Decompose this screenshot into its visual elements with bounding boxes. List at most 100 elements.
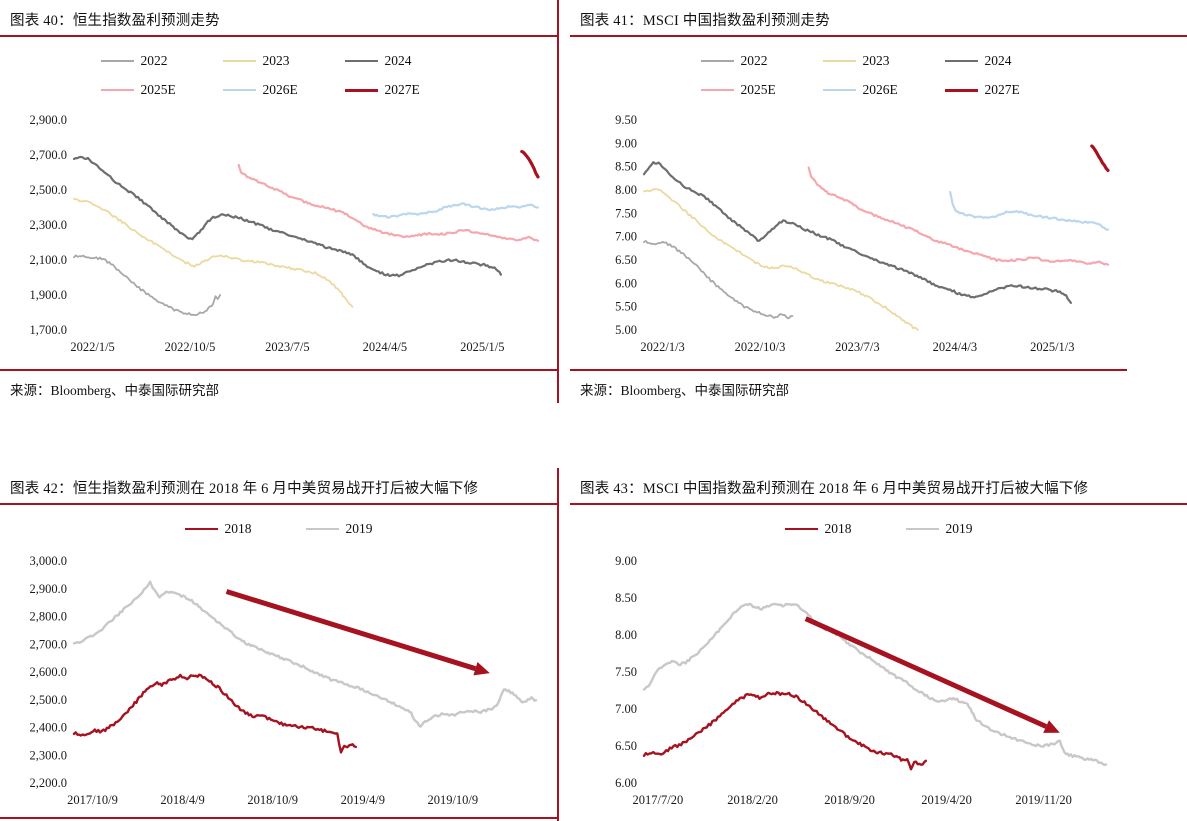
x-axis-tick-label: 2023/7/5 <box>265 340 309 354</box>
chart40-legend: 2022 2023 2024 2025E 2026E 2027E <box>0 53 557 98</box>
y-axis-tick-label: 9.00 <box>615 554 637 568</box>
panel-chart-42: 图表 42：恒生指数盈利预测在 2018 年 6 月中美贸易战开打后被大幅下修 … <box>0 468 557 813</box>
legend-row: 2022 2023 2024 <box>700 53 1057 69</box>
chart41-legend: 2022 2023 2024 2025E 2026E 2027E <box>570 53 1187 98</box>
legend-item-2023: 2023 <box>822 53 935 69</box>
y-axis-tick-label: 9.50 <box>615 113 637 127</box>
chart42-legend: 2018 2019 <box>0 521 557 537</box>
legend-item-2019: 2019 <box>905 521 973 537</box>
y-axis-tick-label: 2,300.0 <box>30 748 68 762</box>
legend-label: 2019 <box>345 521 373 536</box>
legend-line-swatch <box>944 88 978 92</box>
y-axis-tick-label: 6.50 <box>615 253 637 267</box>
series-line-2026e <box>372 202 540 219</box>
legend-label: 2018 <box>824 521 852 536</box>
trend-arrow-shaft <box>804 616 1048 729</box>
series-line-2022 <box>643 239 794 320</box>
y-axis-tick-label: 2,700.0 <box>30 637 68 651</box>
legend-line-swatch <box>344 88 378 92</box>
legend-item-2027e: 2027E <box>344 82 457 98</box>
x-axis-tick-label: 2018/2/20 <box>727 793 778 807</box>
y-axis-tick-label: 2,900.0 <box>30 113 68 127</box>
legend-label: 2025E <box>740 82 776 97</box>
legend-label: 2019 <box>945 521 973 536</box>
y-axis-tick-label: 2,500.0 <box>30 693 68 707</box>
legend-line-swatch <box>100 89 134 91</box>
panel-chart-41: 图表 41：MSCI 中国指数盈利预测走势 2022 2023 2024 2025E 2… <box>570 0 1187 399</box>
chart42-title-rule <box>0 503 557 505</box>
legend-line-swatch <box>700 89 734 91</box>
x-axis-tick-label: 2024/4/5 <box>363 340 407 354</box>
y-axis-tick-label: 8.00 <box>615 183 637 197</box>
y-axis-tick-label: 6.00 <box>615 276 637 290</box>
y-axis-tick-label: 2,300.0 <box>30 218 68 232</box>
chart43-plot: 9.00 8.50 8.00 7.50 7.00 6.50 6.00 2017/7/20 201… <box>580 551 1118 813</box>
y-axis-tick-label: 3,000.0 <box>30 554 68 568</box>
series-line-2027e <box>1090 144 1110 173</box>
trend-arrow-head <box>473 662 490 676</box>
y-axis-tick-label: 7.00 <box>615 702 637 716</box>
chart40-title-rule <box>0 35 557 37</box>
legend-line-swatch <box>184 528 218 530</box>
chart43-legend: 2018 2019 <box>570 521 1187 537</box>
x-axis-tick-label: 2022/1/5 <box>70 340 114 354</box>
y-axis-tick-label: 2,800.0 <box>30 610 68 624</box>
x-axis-tick-label: 2017/10/9 <box>67 793 118 807</box>
legend-label: 2022 <box>740 53 768 68</box>
y-axis-tick-label: 2,100.0 <box>30 253 68 267</box>
legend-line-swatch <box>700 60 734 62</box>
x-axis-tick-label: 2019/11/20 <box>1015 793 1071 807</box>
y-axis-tick-label: 6.50 <box>615 739 637 753</box>
legend-item-2026e: 2026E <box>822 82 935 98</box>
legend-item-2019: 2019 <box>305 521 373 537</box>
legend-label: 2024 <box>384 53 412 68</box>
x-axis-tick-label: 2024/4/3 <box>933 340 977 354</box>
legend-item-2026e: 2026E <box>222 82 335 98</box>
x-axis-tick-label: 2025/1/5 <box>460 340 504 354</box>
legend-item-2023: 2023 <box>222 53 335 69</box>
series-line-2026e <box>949 190 1110 231</box>
legend-line-swatch <box>822 89 856 91</box>
y-axis-tick-label: 2,900.0 <box>30 582 68 596</box>
legend-item-2018: 2018 <box>184 521 252 537</box>
legend-label: 2027E <box>984 82 1020 97</box>
legend-item-2018: 2018 <box>784 521 852 537</box>
y-axis-tick-label: 5.50 <box>615 300 637 314</box>
legend-line-swatch <box>905 528 939 530</box>
series-line-2025e <box>807 166 1110 266</box>
y-axis-tick-label: 5.00 <box>615 323 637 337</box>
legend-row: 2025E 2026E 2027E <box>100 82 457 98</box>
legend-line-swatch <box>305 528 339 530</box>
chart43-title: 图表 43：MSCI 中国指数盈利预测在 2018 年 6 月中美贸易战开打后被… <box>580 481 1089 497</box>
legend-row: 2018 2019 <box>163 521 395 537</box>
chart41-title-rule <box>570 35 1187 37</box>
series-line-2018 <box>642 690 927 771</box>
y-axis-tick-label: 2,700.0 <box>30 148 68 162</box>
chart43-title-rule <box>570 503 1187 505</box>
legend-line-swatch <box>222 60 256 62</box>
chart40-plot: 2,900.0 2,700.0 2,500.0 2,300.0 2,100.0 1,900… <box>10 110 550 360</box>
legend-line-swatch <box>344 60 378 62</box>
y-axis-tick-label: 2,400.0 <box>30 721 68 735</box>
legend-row: 2022 2023 2024 <box>100 53 457 69</box>
x-axis-tick-label: 2019/4/20 <box>921 793 972 807</box>
panel-chart-40: 图表 40：恒生指数盈利预测走势 2022 2023 2024 2025E 2026E 2… <box>0 0 557 399</box>
x-axis-tick-label: 2017/7/20 <box>633 793 684 807</box>
legend-line-swatch <box>100 60 134 62</box>
trend-arrow-shaft <box>225 589 477 672</box>
y-axis-tick-label: 2,600.0 <box>30 665 68 679</box>
chart40-source: 来源：Bloomberg、中泰国际研究部 <box>10 383 219 398</box>
chart41-source-rule <box>570 369 1127 371</box>
legend-line-swatch <box>822 60 856 62</box>
y-axis-tick-label: 1,700.0 <box>30 323 68 337</box>
chart-canvas: 9.50 9.00 8.50 8.00 7.50 7.00 6.50 6.00 5.50 5.00… <box>615 113 1110 354</box>
y-axis-tick-label: 1,900.0 <box>30 288 68 302</box>
column-divider-bottom <box>557 468 559 821</box>
legend-label: 2026E <box>862 82 898 97</box>
legend-label: 2027E <box>384 82 420 97</box>
y-axis-tick-label: 6.00 <box>615 776 637 790</box>
column-divider-top <box>557 0 559 403</box>
x-axis-tick-label: 2018/4/9 <box>160 793 204 807</box>
legend-item-2022: 2022 <box>100 53 213 69</box>
legend-label: 2026E <box>262 82 298 97</box>
